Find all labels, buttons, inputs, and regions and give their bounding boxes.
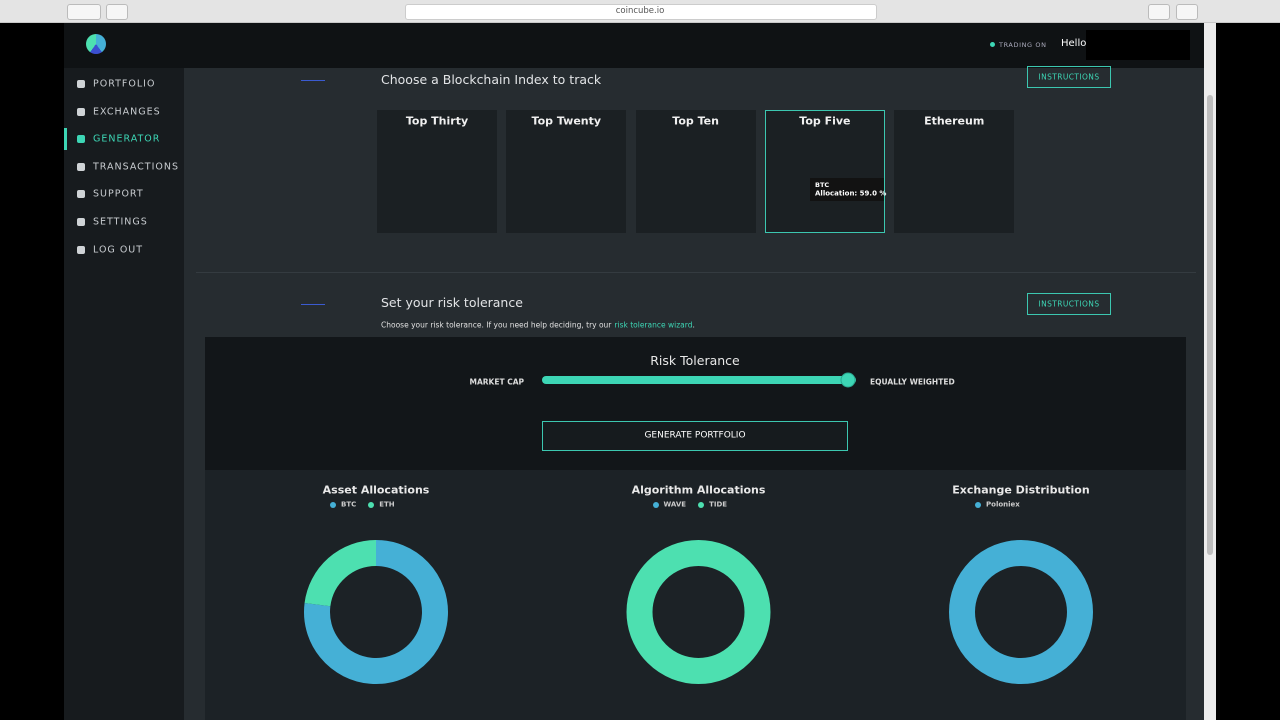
- nav-icon: [77, 162, 85, 171]
- nav-icon: [77, 190, 85, 199]
- index-card[interactable]: [894, 110, 1015, 233]
- instructions-label[interactable]: INSTRUCTIONS: [1038, 299, 1100, 309]
- donut-title: Exchange Distribution: [952, 483, 1090, 497]
- index-card[interactable]: [764, 110, 885, 233]
- legend-swatch[interactable]: [368, 502, 375, 508]
- donut-segment: [949, 540, 1093, 684]
- donut-segment: [304, 540, 377, 607]
- instructions-label[interactable]: INSTRUCTIONS: [1038, 72, 1100, 82]
- section-title: Set your risk tolerance: [381, 294, 523, 310]
- sidebar: [64, 68, 184, 720]
- greeting[interactable]: Hello: [1061, 38, 1087, 49]
- card-title[interactable]: Top Ten: [672, 114, 719, 128]
- scroll-thumb[interactable]: [1207, 95, 1213, 555]
- logo[interactable]: [86, 34, 106, 54]
- donut-title: Algorithm Allocations: [631, 483, 766, 497]
- slider-thumb[interactable]: [840, 372, 856, 388]
- nav-icon: [77, 107, 85, 116]
- nav-buttons[interactable]: [67, 4, 101, 20]
- description-end: .: [692, 320, 695, 330]
- index-card[interactable]: [635, 110, 756, 233]
- section-title: Choose a Blockchain Index to track: [381, 71, 602, 87]
- generate-label[interactable]: GENERATE PORTFOLIO: [644, 430, 746, 441]
- app-header: [64, 23, 1204, 68]
- slider-left-label: MARKET CAP: [469, 377, 524, 387]
- slider-track: [542, 376, 856, 384]
- share-button[interactable]: [1148, 4, 1170, 20]
- slider-title: Risk Tolerance: [650, 352, 740, 368]
- nav-item[interactable]: TRANSACTIONS: [93, 161, 180, 173]
- card-title[interactable]: Top Thirty: [405, 114, 469, 128]
- wizard-link[interactable]: risk tolerance wizard: [614, 320, 693, 330]
- slider-right-label: EQUALLY WEIGHTED: [870, 377, 955, 387]
- address-bar[interactable]: [405, 4, 877, 20]
- nav-item[interactable]: LOG OUT: [93, 243, 144, 255]
- tooltip-text: Allocation: 59.0 %: [815, 189, 887, 198]
- trading-dot: [990, 42, 995, 47]
- legend-swatch[interactable]: [698, 502, 705, 508]
- donut-segment: [304, 540, 448, 684]
- legend-swatch[interactable]: [975, 502, 981, 508]
- card-title[interactable]: Top Twenty: [531, 114, 602, 128]
- index-card[interactable]: [377, 110, 497, 233]
- nav-item[interactable]: SETTINGS: [93, 216, 148, 228]
- legend-label[interactable]: ETH: [379, 500, 395, 509]
- tabs-button[interactable]: [1176, 4, 1198, 20]
- donut-title: Asset Allocations: [322, 483, 430, 497]
- nav-icon: [77, 80, 85, 88]
- section-marker: [301, 80, 325, 81]
- nav-item[interactable]: GENERATOR: [93, 133, 161, 145]
- legend-label[interactable]: BTC: [341, 500, 357, 509]
- redacted-name: [1086, 30, 1190, 60]
- legend-swatch[interactable]: [652, 502, 659, 508]
- legend-label[interactable]: Poloniex: [986, 500, 1020, 509]
- card-title[interactable]: Top Five: [799, 114, 851, 128]
- nav-item[interactable]: EXCHANGES: [93, 105, 161, 117]
- instructions-button[interactable]: [1027, 293, 1111, 315]
- index-card[interactable]: [506, 110, 627, 233]
- description: Choose your risk tolerance. If you need …: [381, 320, 612, 330]
- generate-button[interactable]: [542, 421, 848, 451]
- donut-segment: [626, 540, 771, 684]
- nav-item[interactable]: SUPPORT: [93, 188, 144, 200]
- legend-label[interactable]: WAVE: [663, 500, 687, 509]
- instructions-button[interactable]: [1027, 66, 1111, 88]
- sidebar-toggle[interactable]: [106, 4, 128, 20]
- tooltip-name: BTC: [815, 180, 830, 189]
- trading-status: TRADING ON: [999, 40, 1047, 49]
- active-indicator: [64, 128, 67, 151]
- section-marker: [301, 304, 325, 305]
- divider: [196, 272, 1196, 273]
- legend-label[interactable]: TIDE: [709, 500, 728, 509]
- nav-icon: [77, 245, 85, 254]
- legend-swatch[interactable]: [330, 502, 336, 508]
- nav-icon: [77, 218, 85, 226]
- url: coincube.io: [615, 5, 665, 16]
- card-title[interactable]: Ethereum: [924, 114, 985, 128]
- nav-item[interactable]: PORTFOLIO: [93, 78, 156, 90]
- nav-icon: [77, 135, 85, 144]
- tooltip: [810, 178, 884, 201]
